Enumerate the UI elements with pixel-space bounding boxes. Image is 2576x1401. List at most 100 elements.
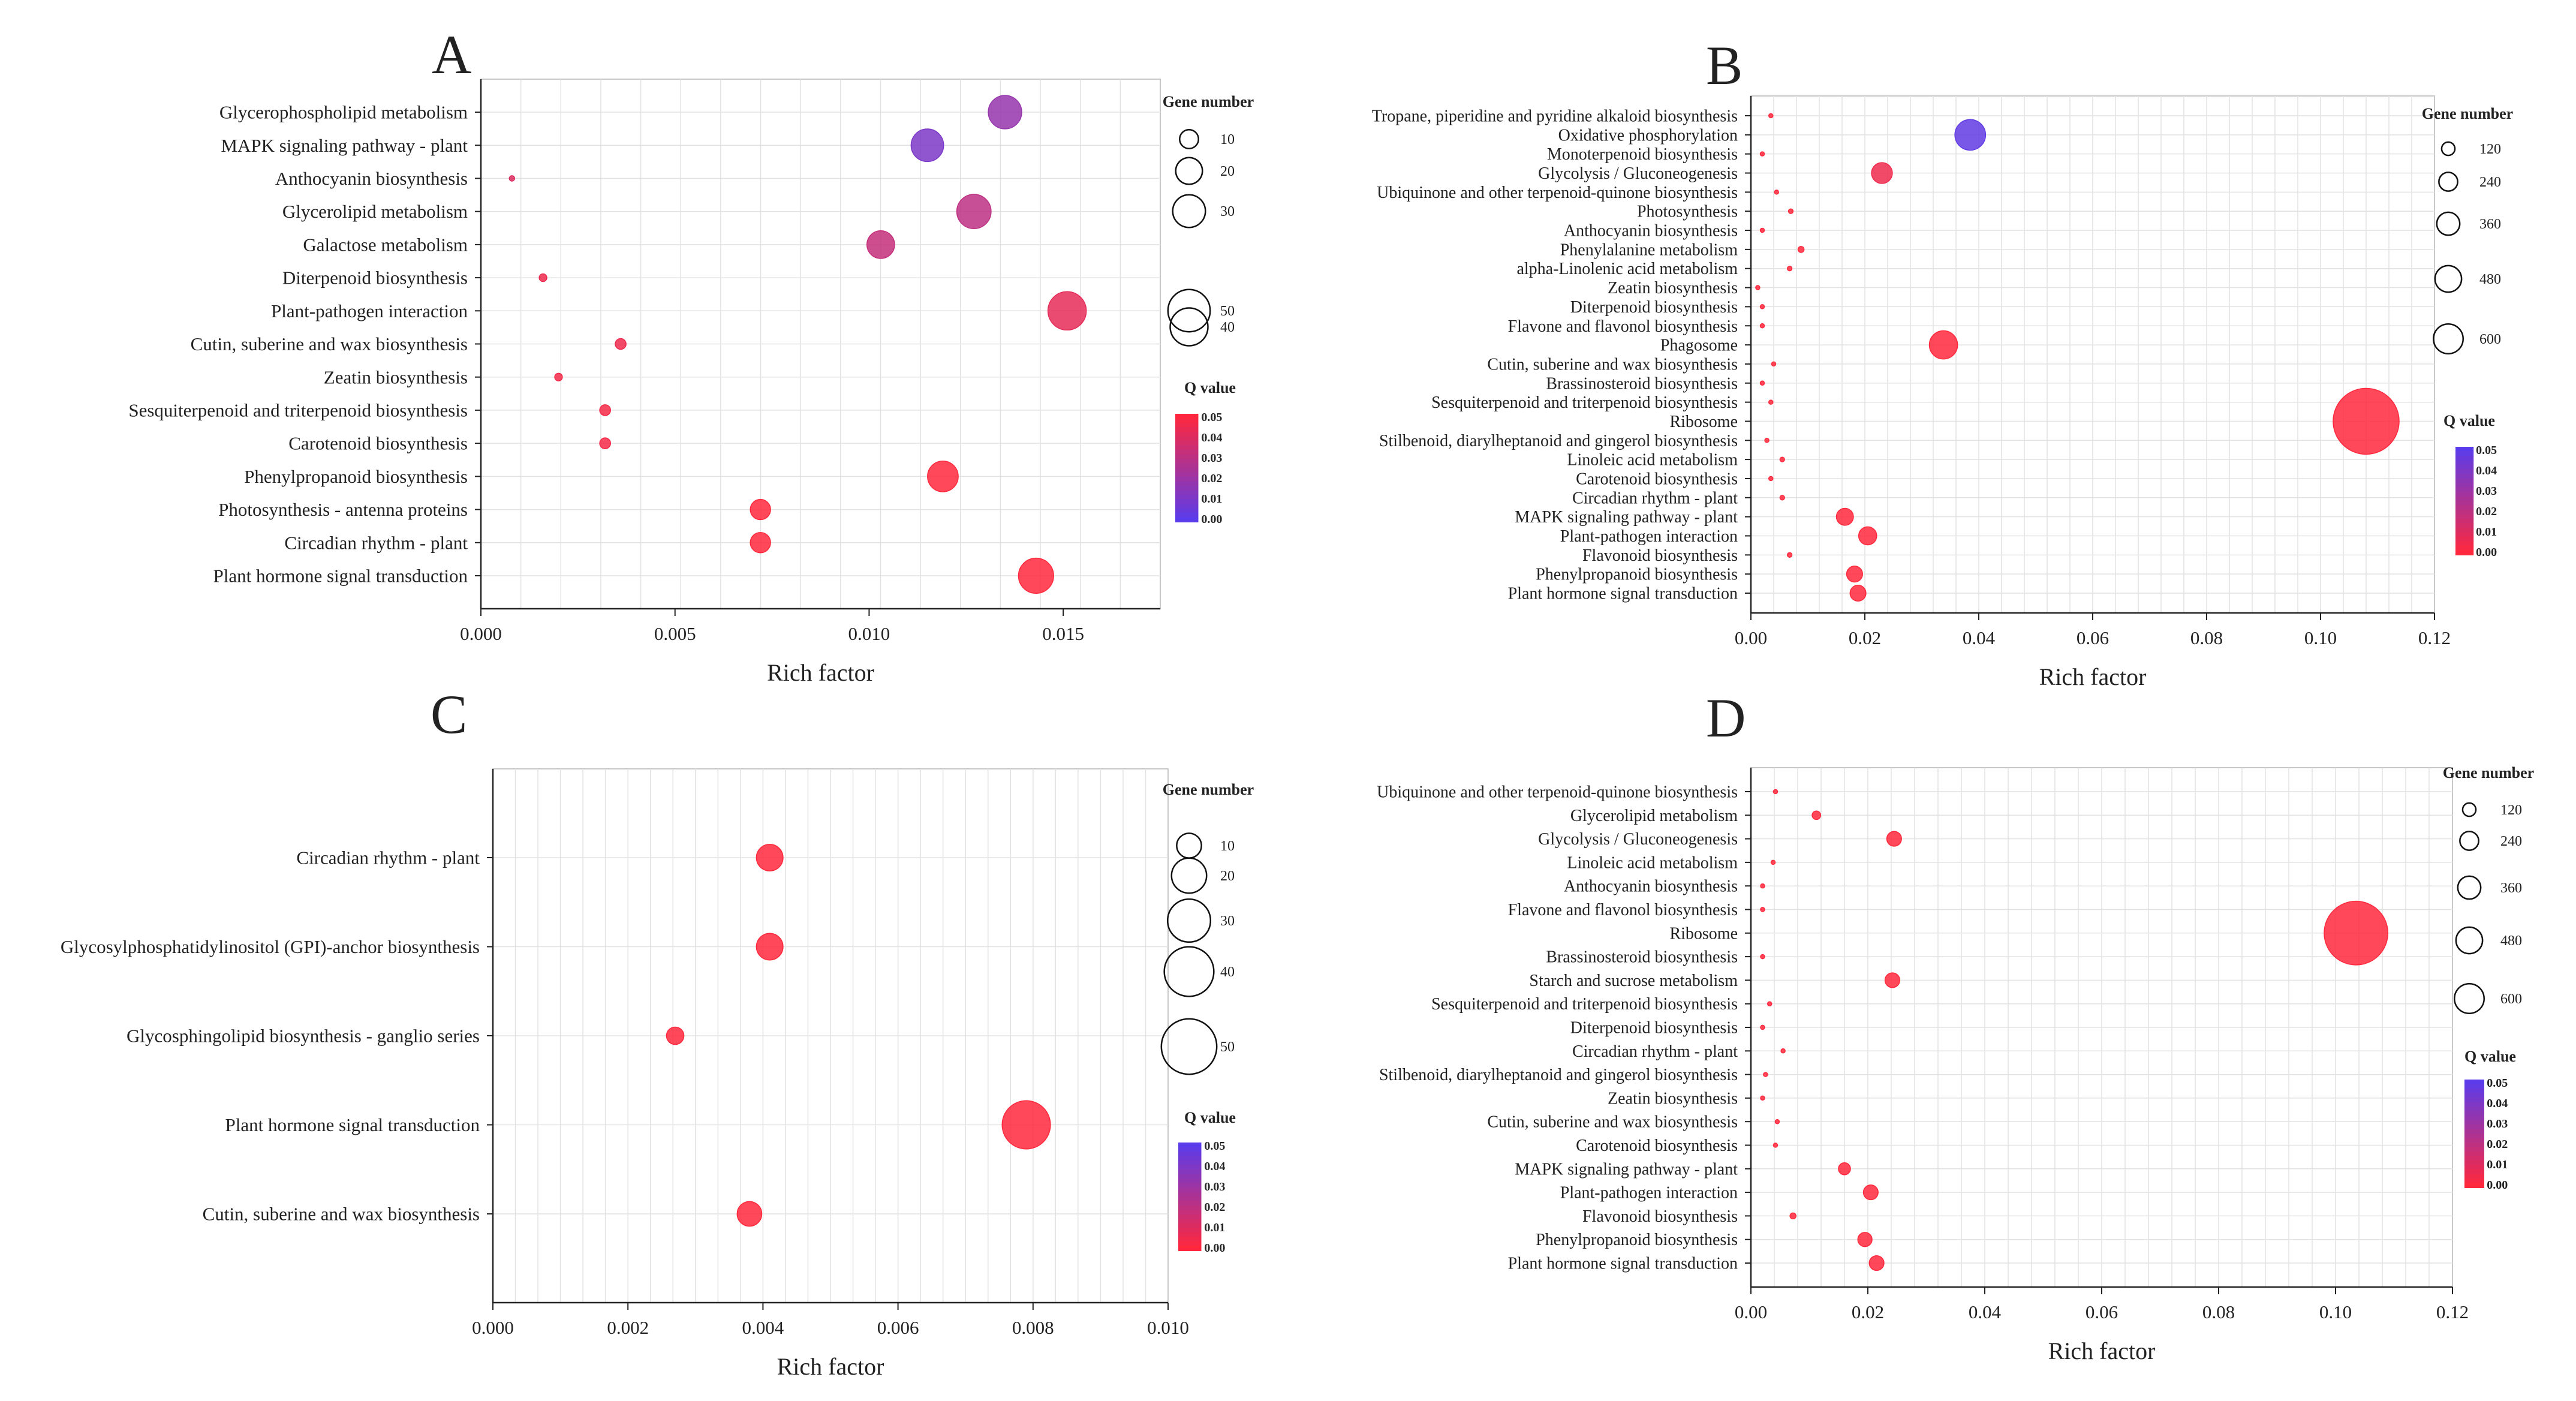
category-label: Flavone and flavonol biosynthesis (1508, 901, 1738, 919)
data-point (1789, 1212, 1796, 1220)
data-point (1759, 227, 1765, 233)
size-legend-title: Gene number (1163, 93, 1254, 110)
data-point (538, 273, 547, 282)
colorbar-segment (2455, 492, 2474, 497)
x-tick-label: 0.00 (1735, 627, 1767, 648)
data-point (910, 128, 944, 163)
x-tick-label: 0.004 (742, 1317, 784, 1338)
colorbar-segment (2455, 541, 2474, 546)
size-legend-label: 120 (2479, 142, 2501, 157)
x-axis-title: Rich factor (777, 1353, 884, 1380)
data-point (1780, 1048, 1786, 1054)
data-point (1760, 907, 1765, 912)
colorbar-segment (2455, 537, 2474, 542)
data-point (1846, 566, 1863, 583)
colorbar-segment (1175, 517, 1199, 522)
category-label: Stilbenoid, diarylheptanoid and gingerol… (1379, 1066, 1738, 1084)
data-point (750, 498, 771, 521)
colorbar-segment (2455, 546, 2474, 551)
category-label: Anthocyanin biosynthesis (1564, 222, 1738, 240)
colorbar-segment (2464, 1111, 2484, 1116)
size-legend-circle (2459, 831, 2479, 851)
size-legend-circle (1175, 157, 1203, 185)
data-point (1771, 361, 1777, 367)
colorbar-segment (2464, 1174, 2484, 1179)
color-legend-title: Q value (2464, 1048, 2516, 1065)
size-legend-title: Gene number (1163, 781, 1254, 798)
category-label: Glycosphingolipid biosynthesis - ganglio… (127, 1026, 480, 1047)
data-point (1779, 495, 1785, 501)
colorbar-label: 0.02 (1204, 1201, 1225, 1214)
data-point (1835, 507, 1854, 526)
colorbar-segment (2464, 1098, 2484, 1103)
colorbar-segment (2455, 523, 2474, 528)
data-point (1774, 190, 1779, 195)
colorbar-label: 0.01 (1204, 1221, 1225, 1234)
data-point (1760, 1024, 1765, 1030)
colorbar-label: 0.02 (2476, 505, 2497, 518)
category-label: Circadian rhythm - plant (284, 532, 468, 553)
data-point (2324, 900, 2389, 966)
size-legend-circle (2433, 323, 2464, 354)
colorbar-segment (2464, 1120, 2484, 1125)
colorbar-label: 0.01 (1201, 492, 1222, 506)
x-tick-label: 0.010 (848, 623, 890, 644)
category-label: Sesquiterpenoid and triterpenoid biosynt… (1431, 995, 1738, 1014)
colorbar-segment (1178, 1178, 1202, 1184)
category-label: Plant hormone signal transduction (1508, 1255, 1738, 1273)
colorbar-segment (2464, 1089, 2484, 1094)
category-label: Diterpenoid biosynthesis (1570, 1019, 1738, 1038)
data-point (508, 175, 516, 182)
data-point (956, 194, 992, 230)
colorbar-segment (2464, 1080, 2484, 1085)
category-label: Plant-pathogen interaction (271, 300, 468, 321)
colorbar-segment (2464, 1183, 2484, 1188)
category-label: Flavone and flavonol biosynthesis (1508, 317, 1738, 336)
colorbar-segment (2455, 478, 2474, 483)
category-label: Cutin, suberine and wax biosynthesis (191, 333, 468, 354)
data-point (1884, 972, 1900, 988)
colorbar-segment (1175, 423, 1199, 428)
colorbar-segment (1175, 414, 1199, 419)
size-legend-label: 480 (2479, 272, 2501, 287)
colorbar-segment (2455, 469, 2474, 474)
category-label: Diterpenoid biosynthesis (282, 267, 468, 288)
colorbar-segment (2455, 447, 2474, 452)
size-legend-label: 10 (1220, 132, 1235, 148)
category-label: Ribosome (1669, 413, 1738, 431)
colorbar-segment (1178, 1196, 1202, 1202)
category-label: Plant hormone signal transduction (213, 566, 468, 587)
colorbar-segment (1178, 1165, 1202, 1170)
size-legend-title: Gene number (2443, 764, 2534, 781)
category-label: Anthocyanin biosynthesis (275, 168, 468, 189)
colorbar-segment (2464, 1084, 2484, 1089)
colorbar-label: 0.04 (2487, 1097, 2508, 1110)
category-label: Brassinosteroid biosynthesis (1546, 948, 1738, 967)
colorbar-segment (2455, 460, 2474, 465)
category-label: Phenylpropanoid biosynthesis (1536, 1231, 1738, 1249)
data-point (2333, 387, 2400, 455)
x-tick-label: 0.10 (2319, 1301, 2352, 1322)
colorbar-segment (1175, 418, 1199, 423)
data-point (736, 1201, 763, 1227)
size-legend-title: Gene number (2422, 105, 2513, 122)
colorbar-segment (1175, 495, 1199, 500)
colorbar-segment (2464, 1125, 2484, 1130)
data-point (1759, 380, 1765, 386)
size-legend-label: 50 (1220, 1039, 1235, 1055)
category-label: Phagosome (1660, 336, 1738, 355)
category-label: Tropane, piperidine and pyridine alkaloi… (1372, 107, 1738, 126)
colorbar-label: 0.02 (1201, 472, 1222, 485)
size-legend-circle (2440, 141, 2456, 157)
colorbar-segment (1178, 1228, 1202, 1233)
size-legend-label: 10 (1220, 838, 1235, 854)
colorbar-segment (2455, 501, 2474, 506)
category-label: Oxidative phosphorylation (1558, 126, 1738, 145)
colorbar-segment (2464, 1107, 2484, 1112)
colorbar-segment (2464, 1178, 2484, 1184)
colorbar-label: 0.04 (2476, 464, 2497, 477)
size-legend-label: 360 (2479, 217, 2501, 232)
panel-letter: D (1706, 687, 1746, 748)
colorbar-segment (2464, 1138, 2484, 1143)
colorbar-segment (1175, 508, 1199, 513)
